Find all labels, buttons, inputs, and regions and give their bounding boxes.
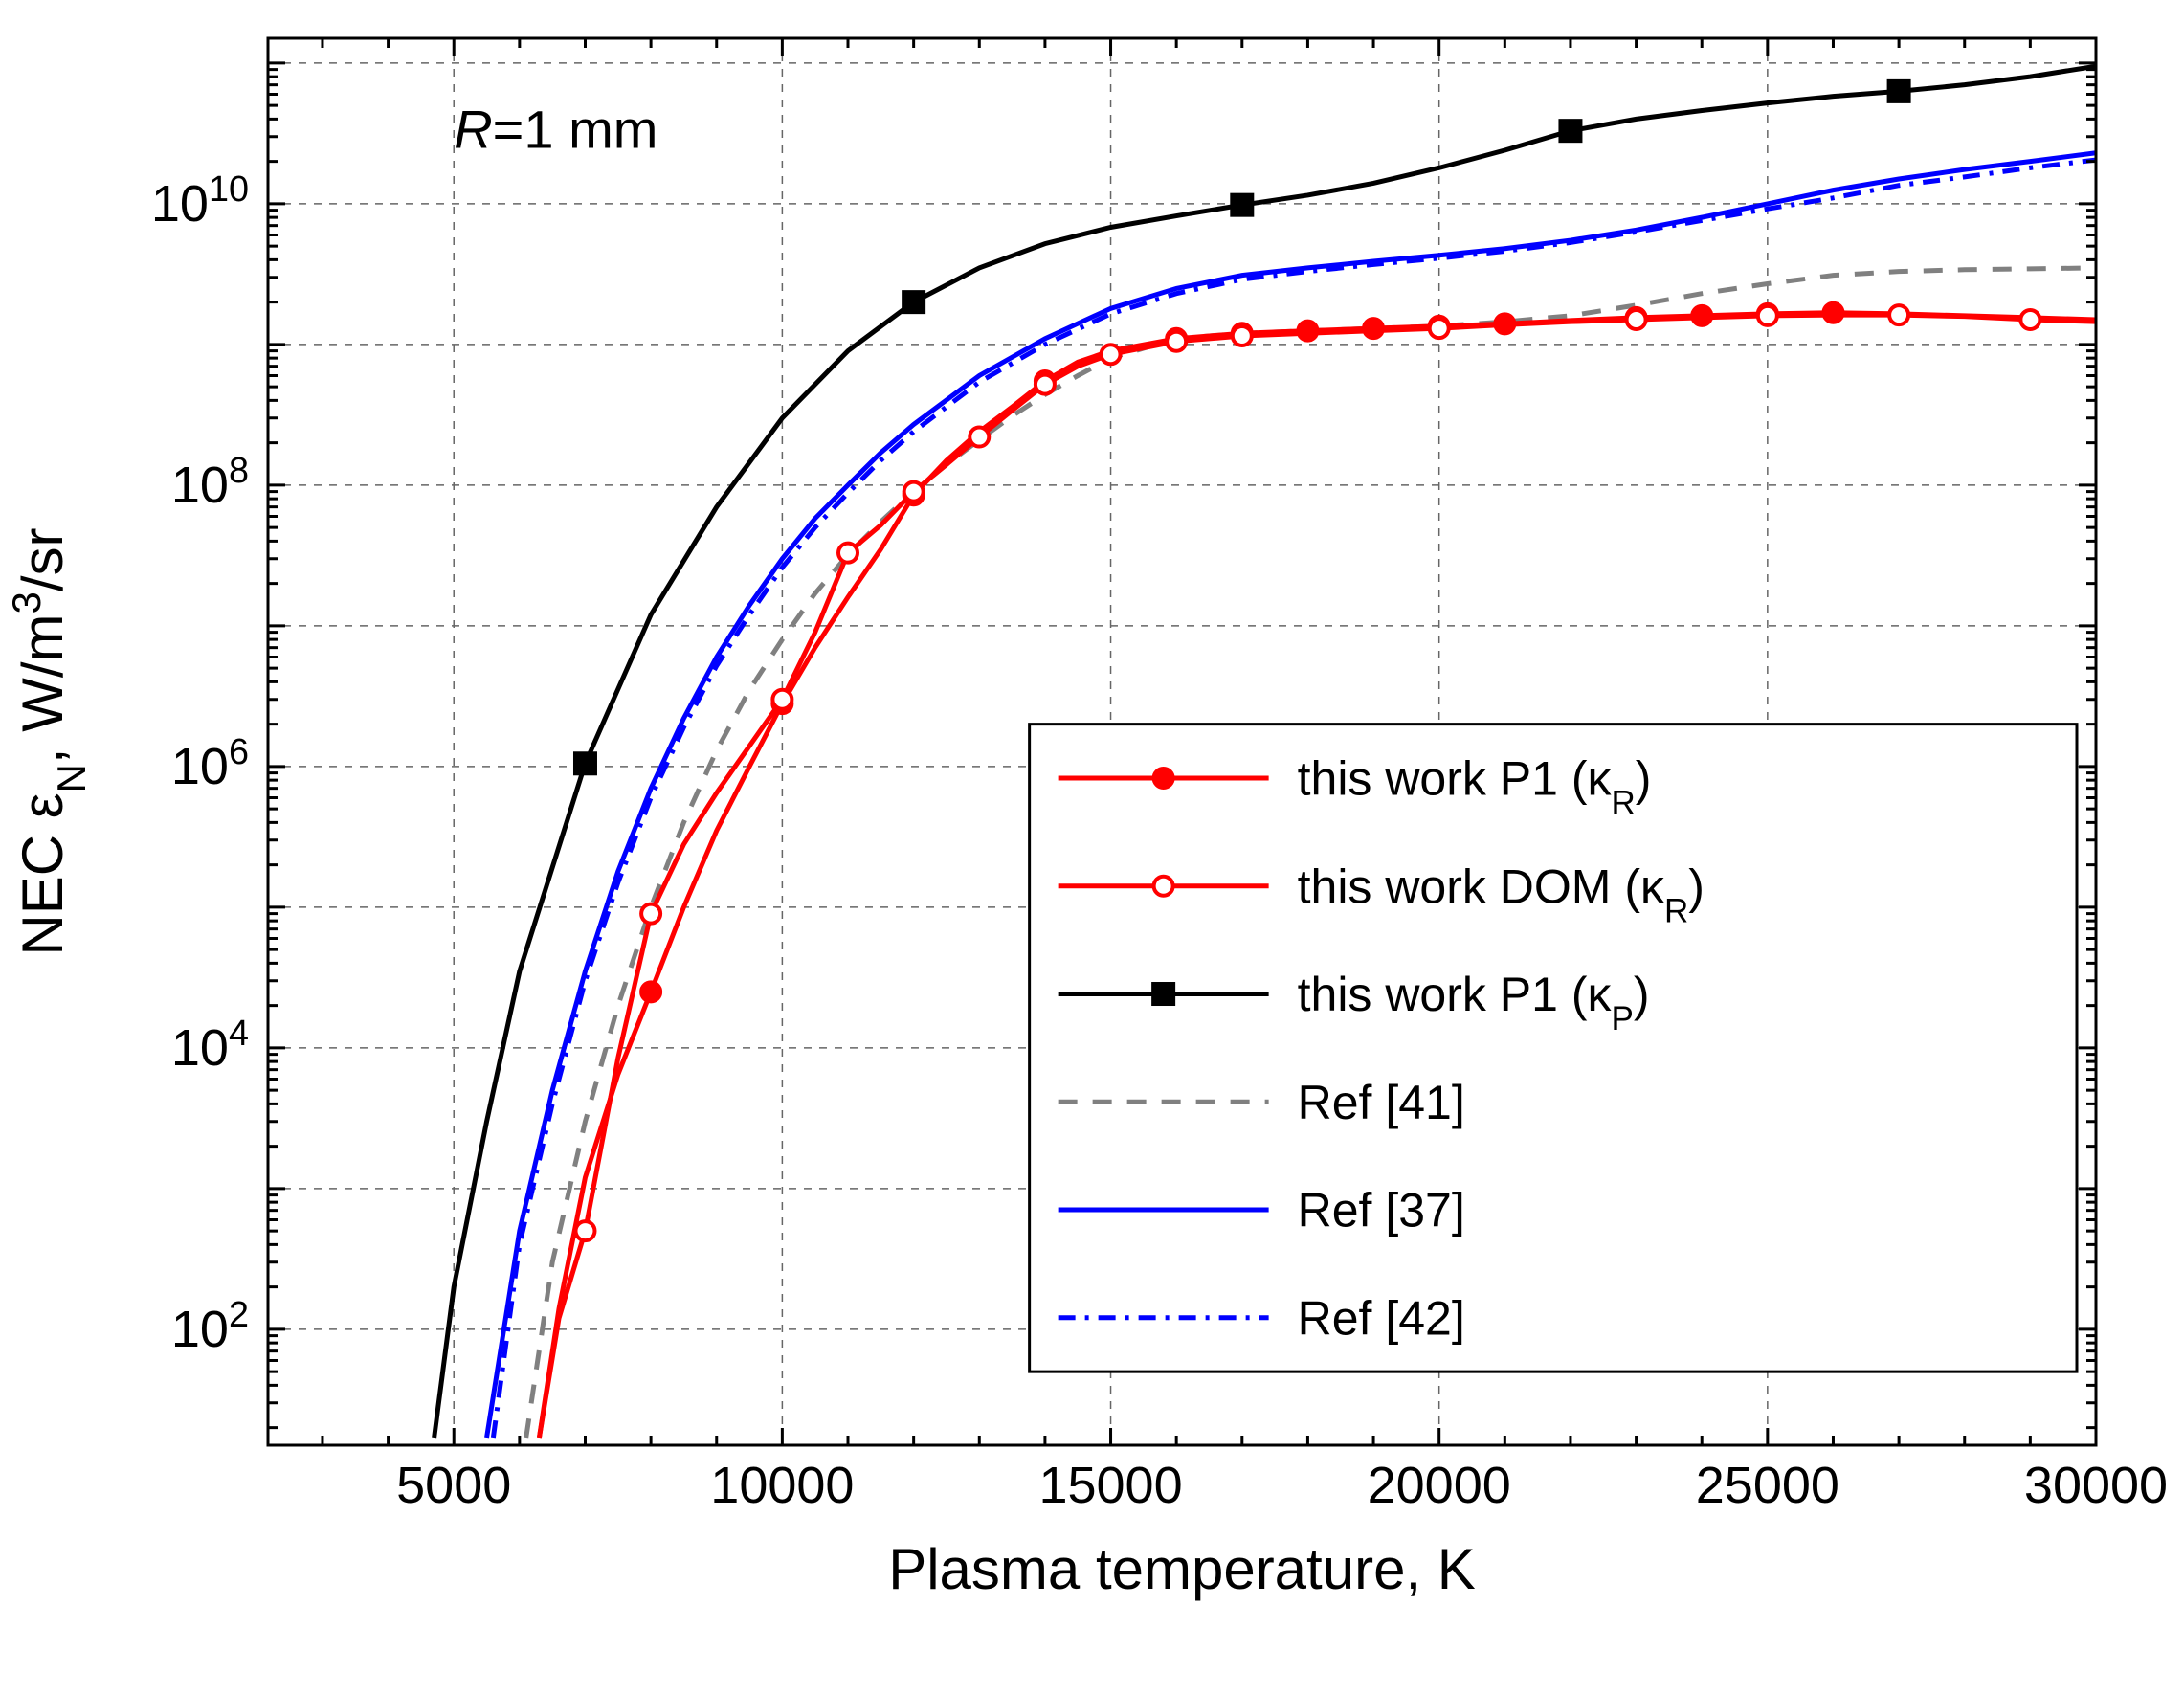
chart-container: 5000 10000 15000 20000 25000 30000 102 104 106 10… [0, 0, 2184, 1695]
chart-svg: 5000 10000 15000 20000 25000 30000 102 104 106 10… [0, 0, 2184, 1695]
marker-square [1888, 80, 1909, 101]
x-tick-label: 10000 [710, 1457, 854, 1514]
marker-circle [969, 428, 989, 447]
y-tick-label: 102 [171, 1295, 249, 1358]
marker-circle [1627, 310, 1646, 329]
marker-circle [1154, 877, 1173, 896]
x-tick-label: 15000 [1038, 1457, 1182, 1514]
marker-circle [1036, 375, 1055, 394]
legend-label-ref37: Ref [37] [1298, 1184, 1465, 1238]
marker-circle [772, 690, 791, 709]
marker-circle [2020, 310, 2039, 329]
x-tick-label: 5000 [396, 1457, 511, 1514]
marker-circle [1102, 345, 1121, 364]
marker-square [1232, 194, 1253, 215]
marker-square [1560, 121, 1581, 142]
annotation-r1mm: R=1 mm [454, 99, 657, 159]
marker-circle [838, 544, 858, 563]
y-tick-label: 104 [171, 1014, 249, 1077]
legend-box [1030, 725, 2077, 1372]
marker-circle [641, 982, 660, 1001]
marker-circle [641, 904, 660, 924]
marker-square [1153, 984, 1174, 1005]
marker-circle [1154, 769, 1173, 788]
marker-circle [1233, 326, 1252, 346]
marker-circle [1889, 305, 1908, 324]
marker-circle [904, 482, 924, 502]
y-tick-label: 108 [171, 451, 249, 514]
y-tick-label: 1010 [151, 169, 249, 233]
marker-circle [575, 1221, 594, 1240]
x-tick-label: 25000 [1696, 1457, 1839, 1514]
legend-label-ref41: Ref [41] [1298, 1076, 1465, 1129]
marker-circle [1758, 306, 1777, 325]
marker-square [574, 753, 595, 774]
marker-square [903, 292, 925, 313]
legend-label-ref42: Ref [42] [1298, 1291, 1465, 1345]
x-tick-label: 30000 [2024, 1457, 2168, 1514]
marker-circle [1167, 332, 1186, 351]
x-axis-label: Plasma temperature, K [888, 1537, 1476, 1601]
y-axis-label: NEC εN, W/m3/sr [4, 527, 94, 955]
y-tick-label: 106 [171, 732, 249, 795]
marker-circle [1430, 319, 1449, 338]
x-tick-label: 20000 [1368, 1457, 1511, 1514]
